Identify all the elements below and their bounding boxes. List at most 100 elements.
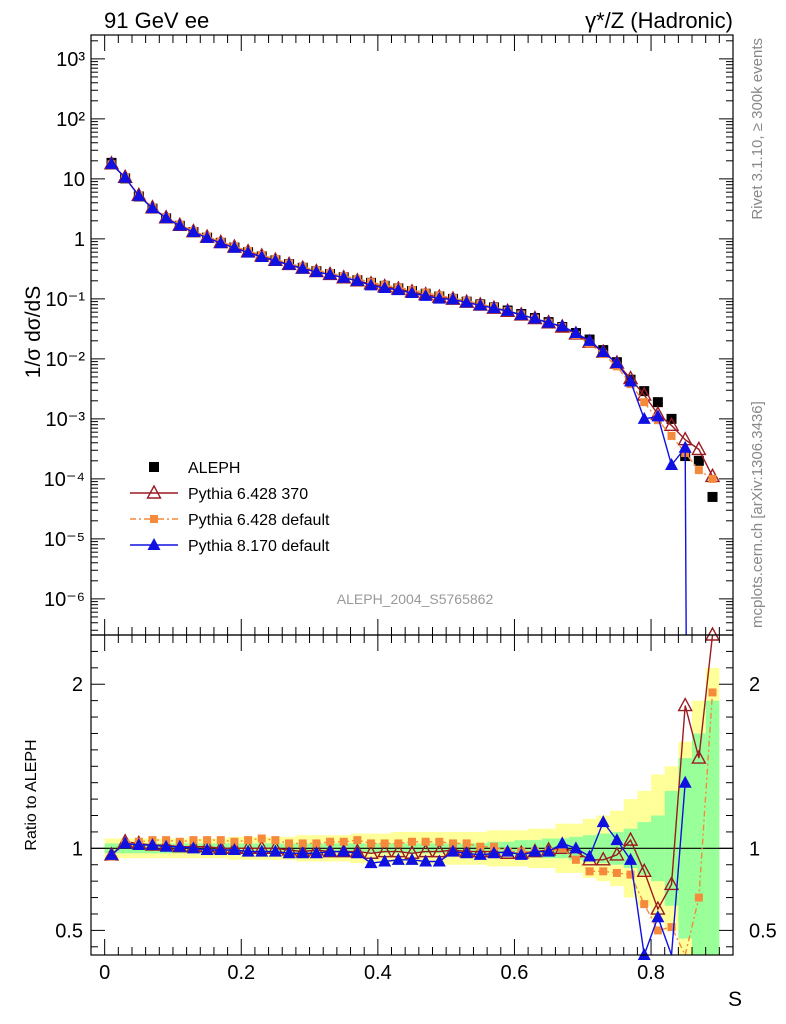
- ratio-data-point: [312, 839, 321, 848]
- ratio-data-point: [653, 926, 662, 935]
- ratio-data-point: [364, 856, 378, 869]
- main-y-tick-label: 10⁻⁵: [44, 529, 85, 551]
- ratio-data-point: [599, 867, 608, 876]
- main-data-point: [405, 286, 419, 299]
- main-data-point: [693, 455, 704, 466]
- legend-marker: [147, 538, 161, 550]
- ratio-data-point: [200, 842, 214, 855]
- ratio-y-tick-label-right: 0.5: [749, 920, 777, 942]
- ratio-data-point: [569, 841, 583, 854]
- main-data-point: [159, 211, 173, 224]
- ratio-data-point: [268, 844, 282, 857]
- main-data-point: [663, 416, 680, 432]
- ratio-data-point: [408, 837, 416, 846]
- legend: ALEPH Pythia 6.428 370 Pythia 6.428 defaul…: [130, 460, 330, 555]
- main-data-point: [639, 386, 650, 397]
- main-data-point: [707, 491, 718, 502]
- main-y-axis-label: 1/σ dσ/dS: [22, 286, 45, 378]
- ratio-data-point: [227, 842, 241, 855]
- main-data-point: [104, 156, 118, 169]
- axis-ticks: [91, 35, 733, 955]
- ratio-data-point: [298, 839, 307, 848]
- ratio-data-point: [571, 855, 580, 864]
- ratio-data-point: [583, 849, 597, 862]
- ratio-data-point: [271, 836, 280, 845]
- ratio-data-point: [145, 838, 159, 851]
- legend-label: Pythia 6.428 default: [188, 512, 330, 529]
- analysis-id-label: ALEPH_2004_S5765862: [337, 591, 494, 607]
- x-tick-label: 0.6: [501, 962, 529, 984]
- series-curves: [91, 155, 733, 960]
- ratio-data-point: [694, 893, 703, 902]
- ratio-y-tick-label-right: 1: [749, 838, 760, 860]
- ratio-data-point: [241, 844, 255, 857]
- ratio-data-point: [367, 839, 376, 848]
- ratio-data-point: [460, 846, 474, 859]
- ratio-data-point: [626, 870, 635, 879]
- ratio-data-point: [214, 842, 228, 855]
- main-data-point: [691, 440, 707, 456]
- ratio-data-point: [323, 844, 337, 857]
- main-data-point: [419, 288, 433, 301]
- ratio-data-point: [421, 837, 430, 846]
- ratio-data-point: [487, 846, 501, 859]
- ratio-data-point: [244, 836, 253, 845]
- ratio-data-point: [326, 837, 335, 846]
- ratio-data-point: [622, 831, 639, 846]
- ratio-data-point: [609, 846, 625, 861]
- ratio-data-point: [132, 838, 146, 851]
- ratio-data-point: [118, 836, 132, 849]
- ratio-y-tick-label-left: 0.5: [55, 920, 83, 942]
- x-tick-label: 0.8: [637, 962, 665, 984]
- mcplots-reference-label: mcplots.cern.ch [arXiv:1306.3436]: [749, 401, 766, 628]
- ratio-data-point: [203, 836, 212, 845]
- ratio-data-point: [640, 900, 649, 909]
- main-data-point: [651, 409, 665, 422]
- main-data-point: [637, 411, 651, 424]
- ratio-data-point: [448, 839, 457, 848]
- ratio-data-point: [186, 841, 200, 854]
- main-data-point: [391, 283, 405, 296]
- ratio-data-point: [378, 854, 392, 867]
- main-y-tick-label: 10³: [56, 49, 85, 71]
- main-data-point: [214, 236, 228, 249]
- main-data-point: [501, 303, 515, 316]
- main-data-point: [610, 356, 624, 369]
- ratio-data-point: [708, 688, 717, 697]
- main-data-point: [694, 466, 703, 475]
- ratio-data-point: [555, 836, 569, 849]
- ratio-data-point: [651, 910, 665, 923]
- main-data-point: [200, 230, 214, 243]
- main-y-tick-label: 10⁻²: [46, 349, 86, 371]
- main-data-point: [350, 273, 364, 286]
- legend-label: Pythia 6.428 370: [188, 486, 308, 503]
- main-data-point: [378, 280, 392, 293]
- main-data-point: [186, 225, 200, 238]
- main-series-dropline: [684, 447, 687, 636]
- main-series-line: [111, 163, 713, 480]
- main-data-point: [667, 431, 676, 440]
- ratio-data-point: [585, 867, 594, 876]
- main-y-tick-label: 10⁻¹: [46, 289, 86, 311]
- ratio-data-point: [282, 846, 296, 859]
- ratio-data-point: [528, 844, 542, 857]
- main-data-point: [241, 245, 255, 258]
- ratio-data-point: [339, 837, 348, 846]
- main-data-point: [364, 278, 378, 291]
- ratio-data-point: [350, 846, 364, 859]
- x-tick-label: 0.2: [227, 962, 255, 984]
- x-tick-label: 0: [99, 962, 110, 984]
- ratio-data-point: [255, 844, 269, 857]
- ratio-y-tick-label-left: 1: [72, 838, 83, 860]
- ratio-data-point: [476, 842, 485, 851]
- legend-label: ALEPH: [188, 460, 240, 477]
- main-data-point: [227, 240, 241, 253]
- ratio-data-point: [704, 626, 721, 641]
- ratio-data-point: [309, 846, 323, 859]
- uncertainty-bands: [104, 667, 720, 955]
- ratio-data-point: [663, 875, 680, 891]
- ratio-data-point: [667, 923, 676, 932]
- main-data-point: [528, 311, 542, 324]
- inner-band-bin: [692, 733, 706, 955]
